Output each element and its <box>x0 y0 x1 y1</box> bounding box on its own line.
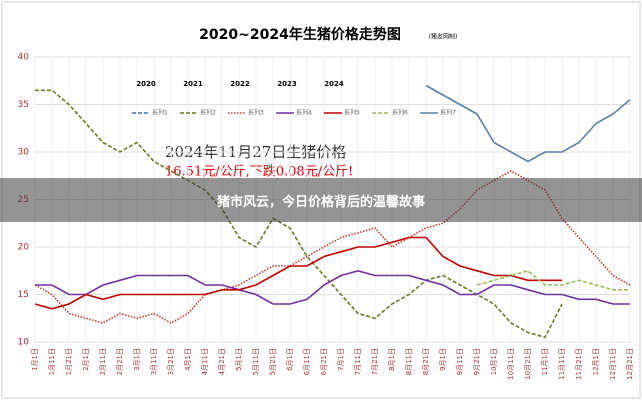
x-tick-label: 9月1日 <box>439 348 447 371</box>
x-tick-label: 3月21日 <box>167 348 175 375</box>
y-tick-label: 20 <box>18 243 30 253</box>
x-tick-label: 10月21日 <box>524 348 532 380</box>
chart-subtitle: (猪友网制) <box>429 33 458 41</box>
x-tick-label: 4月1日 <box>184 348 192 371</box>
series-line <box>35 89 563 339</box>
legend-label: 系列4 <box>296 109 312 117</box>
x-tick-label: 11月11日 <box>558 348 566 380</box>
x-tick-label: 3月11日 <box>150 348 158 375</box>
x-tick-label: 7月11日 <box>354 348 362 375</box>
x-tick-label: 10月1日 <box>490 348 498 375</box>
y-tick-label: 35 <box>18 100 29 110</box>
x-tick-label: 6月1日 <box>286 348 294 371</box>
x-tick-label: 8月1日 <box>388 348 396 371</box>
y-tick-label: 10 <box>18 338 30 348</box>
x-tick-label: 2月11日 <box>99 348 107 375</box>
x-tick-label: 11月21日 <box>575 348 583 380</box>
series-line <box>425 84 631 163</box>
series-line <box>476 269 630 291</box>
x-tick-label: 11月1日 <box>541 348 549 375</box>
series-line <box>34 170 631 324</box>
x-tick-label: 5月11日 <box>252 348 260 375</box>
x-tick-label: 3月1日 <box>133 348 141 371</box>
y-tick-label: 30 <box>18 148 30 158</box>
x-tick-label: 9月11日 <box>456 348 464 375</box>
x-tick-label: 4月21日 <box>218 348 226 375</box>
legend-label: 系列1 <box>152 109 168 117</box>
y-tick-label: 15 <box>18 290 29 300</box>
legend-label: 系列3 <box>248 109 264 117</box>
legend-label: 系列7 <box>440 109 456 117</box>
year-label: 2022 <box>230 80 250 88</box>
x-tick-label: 2月21日 <box>116 348 124 375</box>
x-tick-label: 4月11日 <box>201 348 209 375</box>
x-tick-label: 8月21日 <box>422 348 430 375</box>
x-tick-label: 1月21日 <box>65 348 73 375</box>
x-tick-label: 2月1日 <box>82 348 90 371</box>
x-tick-label: 6月21日 <box>320 348 328 375</box>
legend-label: 系列5 <box>344 109 360 117</box>
x-tick-label: 12月1日 <box>592 348 600 375</box>
year-label: 2024 <box>324 80 344 88</box>
x-tick-label: 7月1日 <box>337 348 345 371</box>
x-tick-label: 6月11日 <box>303 348 311 375</box>
annotation-note: 16.51元/公斤,下跌0.08元/公斤! <box>165 164 353 180</box>
y-tick-label: 40 <box>18 53 30 63</box>
x-tick-label: 9月21日 <box>473 348 481 375</box>
x-tick-label: 1月11日 <box>48 348 56 375</box>
legend-label: 系列2 <box>200 109 216 117</box>
legend-label: 系列6 <box>392 109 408 117</box>
x-tick-label: 8月11日 <box>405 348 413 375</box>
year-label: 2021 <box>183 80 203 88</box>
x-tick-label: 5月21日 <box>269 348 277 375</box>
series-line <box>34 236 562 310</box>
chart-title: 2020~2024年生猪价格走势图 <box>199 26 401 43</box>
x-tick-label: 1月1日 <box>31 348 39 371</box>
x-tick-label: 12月11日 <box>609 348 617 380</box>
year-label: 2023 <box>277 80 297 88</box>
x-tick-label: 7月21日 <box>371 348 379 375</box>
series-line <box>35 269 630 305</box>
x-tick-label: 10月11日 <box>507 348 515 380</box>
x-tick-label: 5月1日 <box>235 348 243 371</box>
x-tick-label: 12月21日 <box>626 348 634 380</box>
banner: 猪市风云，今日价格背后的温馨故事 <box>0 178 642 222</box>
year-label: 2020 <box>136 80 156 88</box>
